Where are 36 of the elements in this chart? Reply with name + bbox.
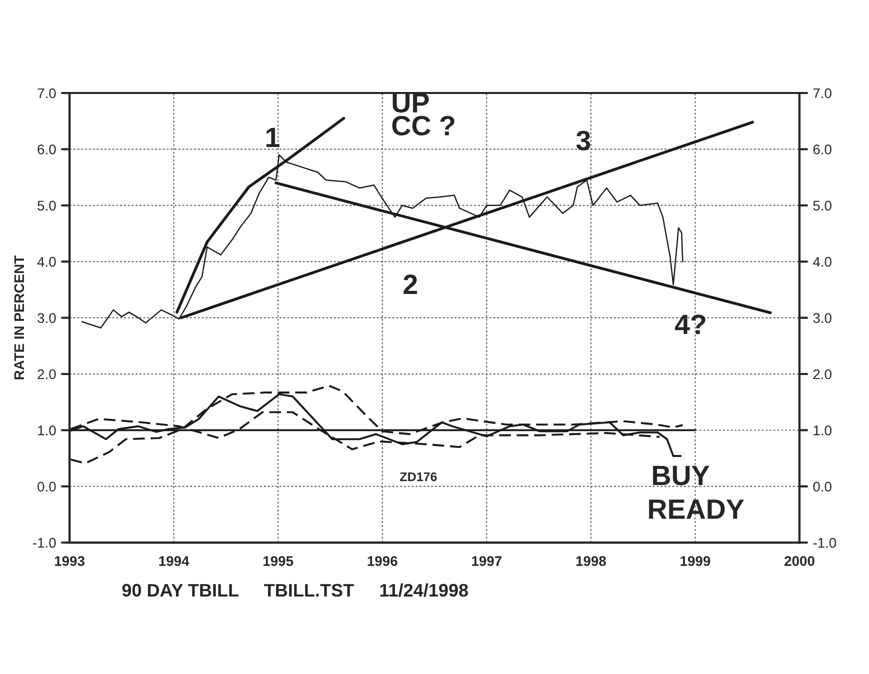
y2-tick-label: 1.0 [814, 426, 832, 436]
y2-tick-label: 0.0 [813, 482, 832, 492]
y-tick-label: 4.0 [37, 256, 56, 267]
x-tick-label: 1996 [368, 556, 398, 566]
y-tick-label: 2.0 [38, 369, 56, 380]
y-tick-label: 0.0 [38, 482, 56, 492]
y-tick-label: -1.0 [33, 538, 56, 548]
y2-tick-label: 6.0 [813, 144, 832, 154]
y-tick-label: 1.0 [38, 426, 56, 436]
x-tick-label: 1994 [159, 556, 190, 566]
annotation: 2 [404, 274, 418, 294]
x-tick-label: 2000 [784, 556, 814, 566]
y-tick-label: 7.0 [38, 88, 56, 98]
annotation: 4? [674, 314, 706, 334]
x-tick-label: 1999 [680, 556, 710, 566]
y-tick-label: 6.0 [38, 144, 56, 154]
y2-tick-label: 5.0 [813, 200, 832, 211]
y2-tick-label: 3.0 [813, 313, 832, 323]
y2-tick-label: -1.0 [813, 538, 836, 548]
annotation: 1 [266, 128, 280, 147]
x-tick-label: 1993 [54, 556, 84, 566]
y2-tick-label: 4.0 [812, 256, 832, 267]
y-tick-label: 3.0 [38, 313, 56, 323]
x-tick-label: 1998 [576, 556, 606, 566]
y2-tick-label: 7.0 [813, 88, 832, 98]
annotation: 3 [576, 130, 590, 150]
text: 90 DAY TBILL TBILL.TST 11/24/1998 [122, 583, 468, 597]
annotation: BUY [653, 466, 710, 486]
y-axis-title: RATE IN PERCENT [14, 256, 24, 380]
annotation: CC ? [392, 116, 454, 136]
x-tick-label: 1995 [264, 556, 294, 566]
y-tick-label: 5.0 [38, 200, 56, 211]
annotation: READY [649, 500, 744, 519]
annotation: ZD176 [400, 472, 437, 482]
y2-tick-label: 2.0 [813, 369, 832, 380]
x-tick-label: 1997 [472, 556, 502, 566]
